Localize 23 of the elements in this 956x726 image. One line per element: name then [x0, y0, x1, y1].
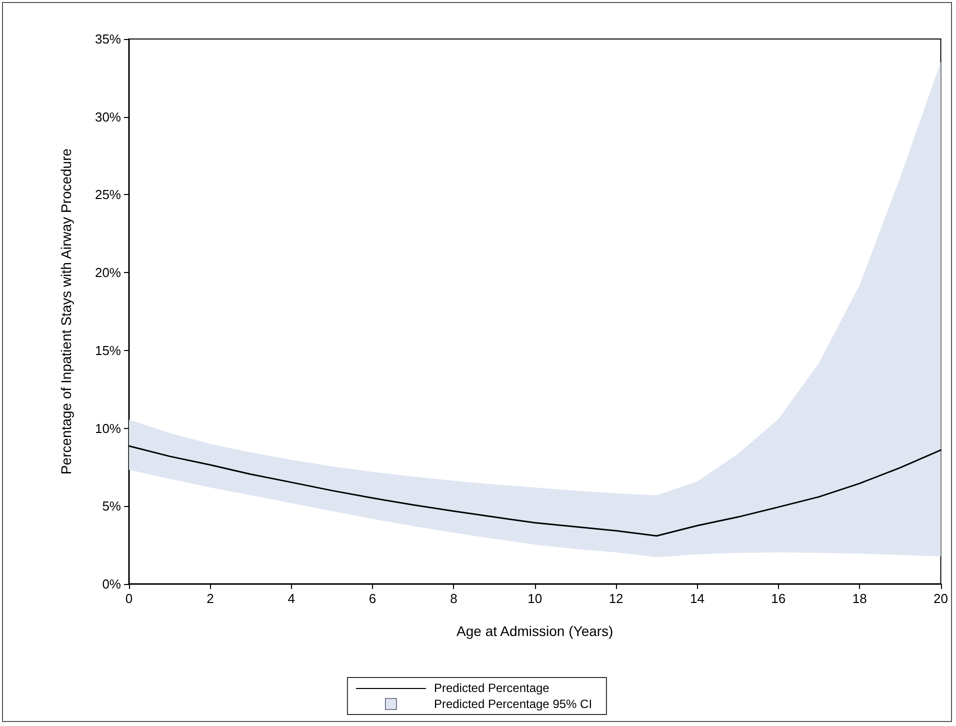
x-tick-label: 14	[690, 591, 704, 606]
x-tick-label: 20	[934, 591, 948, 606]
y-tick-label: 5%	[102, 498, 122, 514]
x-tick-label: 2	[206, 591, 214, 606]
y-tick-label: 0%	[102, 576, 122, 592]
x-tick-label: 6	[368, 591, 376, 606]
text: Predicted Percentage 95% CI	[434, 697, 592, 711]
x-tick-label: 10	[528, 591, 542, 606]
y-tick-label: 35%	[94, 32, 122, 46]
x-tick-label: 8	[450, 591, 458, 606]
x-tick-label: 18	[852, 591, 867, 606]
y-tick-label: 30%	[94, 109, 122, 124]
x-tick-label: 12	[608, 591, 624, 606]
x-tick-label: 16	[771, 591, 786, 606]
x-tick-label: 4	[288, 591, 295, 606]
text: Predicted Percentage	[434, 681, 550, 695]
y-tick-label: 25%	[94, 187, 122, 202]
y-tick-label: 20%	[94, 265, 122, 280]
y-tick-label: 10%	[94, 420, 122, 436]
y-tick-label: 15%	[94, 342, 122, 358]
x-tick-label: 0	[125, 591, 133, 606]
y-axis-title: Percentage of Inpatient Stays with Airway Procedure	[58, 148, 74, 475]
x-axis-title: Age at Admission (Years)	[456, 623, 614, 639]
